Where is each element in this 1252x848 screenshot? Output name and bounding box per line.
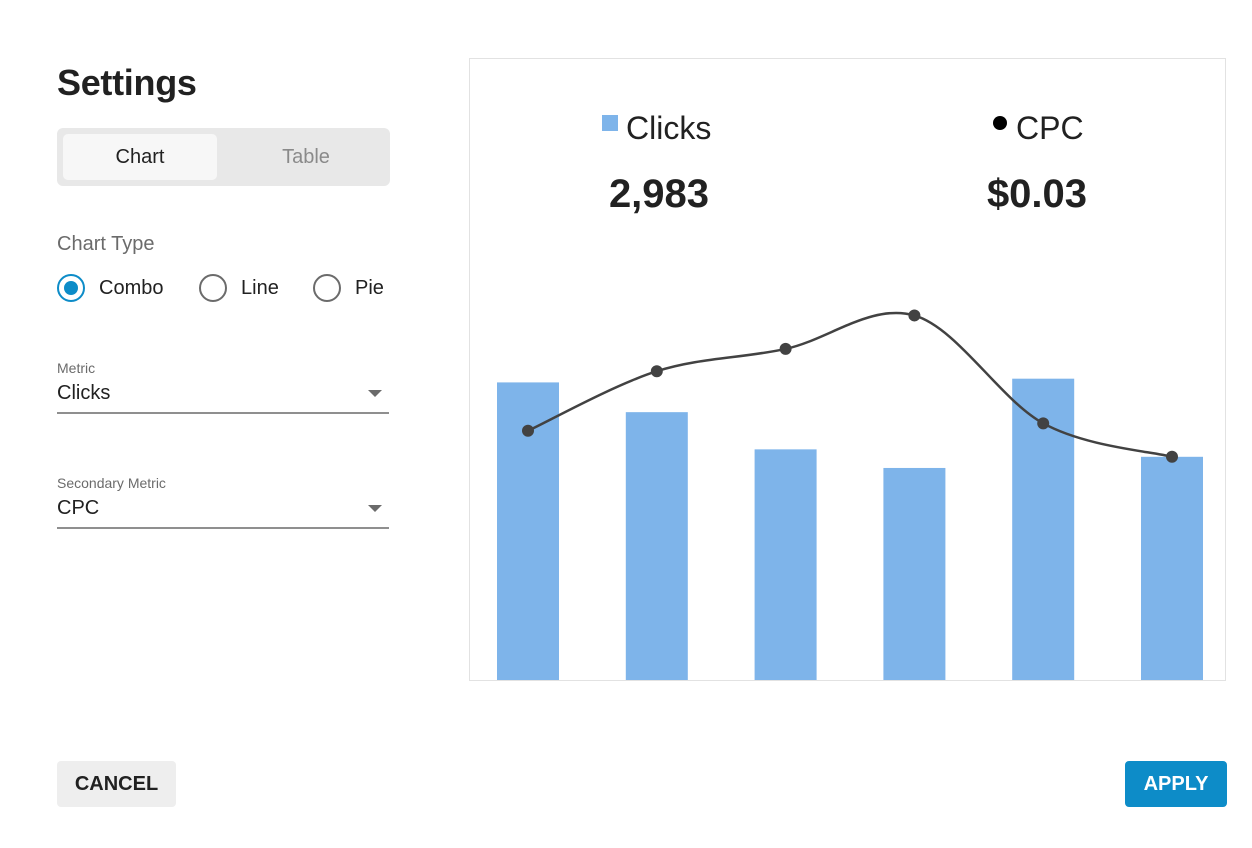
radio-unchecked-icon xyxy=(313,274,341,302)
cpc-point xyxy=(1037,417,1050,430)
cpc-point xyxy=(908,309,921,322)
radio-combo-label: Combo xyxy=(99,276,164,299)
chart-toggle-button[interactable]: Chart xyxy=(63,134,217,180)
radio-line-label: Line xyxy=(241,276,279,299)
cpc-point xyxy=(650,365,663,378)
chart-preview xyxy=(469,58,1226,681)
clicks-bar xyxy=(883,467,946,680)
view-toggle: Chart Table xyxy=(57,128,390,186)
cpc-point xyxy=(522,424,534,437)
secondary-metric-label: Secondary Metric xyxy=(57,475,166,491)
radio-unchecked-icon xyxy=(199,274,227,302)
legend-cpc-label: CPC xyxy=(1016,110,1084,146)
clicks-total: 2,983 xyxy=(608,172,710,216)
cpc-point xyxy=(779,342,792,355)
radio-line[interactable]: Line xyxy=(199,272,279,304)
legend-clicks-label: Clicks xyxy=(626,110,712,146)
radio-pie[interactable]: Pie xyxy=(313,272,384,304)
metric-select[interactable]: Metric Clicks xyxy=(57,360,389,414)
dialog-title: Settings xyxy=(57,62,197,103)
radio-pie-label: Pie xyxy=(355,276,384,299)
cpc-point xyxy=(1166,450,1178,463)
legend-clicks: Clicks xyxy=(602,108,711,148)
cpc-value: $0.03 xyxy=(986,172,1088,216)
clicks-bar xyxy=(625,412,688,680)
dropdown-caret-icon xyxy=(368,390,382,397)
cancel-button[interactable]: CANCEL xyxy=(57,761,176,807)
metric-label: Metric xyxy=(57,360,96,376)
cpc-line xyxy=(527,311,1173,459)
dropdown-caret-icon xyxy=(368,505,382,512)
chart-type-label: Chart Type xyxy=(57,233,155,255)
secondary-metric-value: CPC xyxy=(57,497,100,519)
clicks-bar xyxy=(754,449,817,680)
table-toggle-button[interactable]: Table xyxy=(282,146,330,168)
secondary-metric-select[interactable]: Secondary Metric CPC xyxy=(57,475,389,529)
radio-combo[interactable]: Combo xyxy=(57,272,163,304)
radio-checked-icon xyxy=(57,274,85,302)
apply-button[interactable]: APPLY xyxy=(1125,761,1227,807)
legend-dot-icon xyxy=(993,116,1007,130)
metric-value: Clicks xyxy=(57,382,111,404)
clicks-bar xyxy=(1141,456,1203,680)
legend-square-icon xyxy=(602,115,618,131)
legend-cpc: CPC xyxy=(993,108,1084,148)
